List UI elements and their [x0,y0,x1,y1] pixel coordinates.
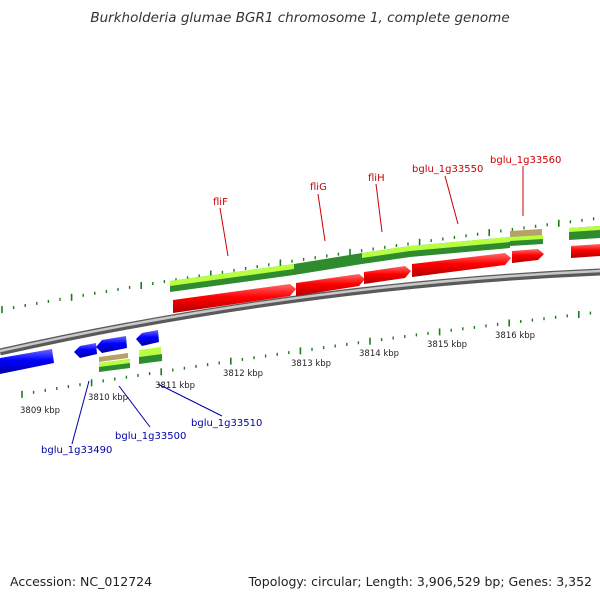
reverse-strand-ticks [21,311,592,398]
reverse-cds-track [0,330,159,374]
gene-bglu_1g33510-highlight [139,347,161,357]
cds-bglu_1g33490-arrow [74,343,97,358]
scale-label-3816: 3816 kbp [495,331,535,341]
leader-fliH [375,183,383,233]
cds-bglu_1g33500-arrow [96,336,127,353]
gene-label-bglu_1g33510[interactable]: bglu_1g33510 [191,418,262,429]
accession-label: Accession: NC_012724 [10,574,153,589]
reverse-gene-track [99,347,162,372]
scale-label-3812: 3812 kbp [223,369,263,379]
gene-label-fliF[interactable]: fliF [213,197,228,208]
leader-fliG [317,193,326,242]
forward-gene-labels: fliF fliG fliH bglu_1g33550 bglu_1g33560 [213,155,561,208]
gene-label-fliH[interactable]: fliH [368,173,385,184]
cds-fliG-arrow [296,274,365,296]
gene-fliH-highlight [362,246,410,258]
gene-fliG-track [294,253,362,275]
cds-next-arrow [571,244,600,258]
leader-bglu_1g33490 [71,380,90,445]
leader-fliF [219,207,229,257]
gene-label-bglu_1g33560[interactable]: bglu_1g33560 [490,155,561,166]
gene-fliF-highlight [170,264,294,286]
gene-label-bglu_1g33500[interactable]: bglu_1g33500 [115,431,186,442]
gene-bglu_1g33560-highlight [510,235,543,241]
topology-summary: Topology: circular; Length: 3,906,529 bp… [248,574,592,589]
gene-bglu_1g33500-highlight [99,359,130,367]
scale-label-3815: 3815 kbp [427,340,467,350]
scale-label-3811: 3811 kbp [155,381,195,391]
gene-bglu_1g33510-track [139,354,162,364]
scale-label-3814: 3814 kbp [359,349,399,359]
leader-bglu_1g33550 [444,175,459,225]
cds-left-arrow [0,349,54,374]
gene-bglu_1g33560-pseudo [510,229,542,237]
cds-bglu_1g33510-arrow [136,330,159,346]
cds-bglu_1g33560-arrow [512,249,544,263]
gene-label-fliG[interactable]: fliG [310,182,327,193]
gene-bglu_1g33500-pseudo [99,353,128,362]
gene-label-bglu_1g33550[interactable]: bglu_1g33550 [412,164,483,175]
reverse-gene-labels: bglu_1g33490 bglu_1g33500 bglu_1g33510 [41,418,262,456]
cds-fliF-arrow [173,284,296,313]
gene-next-highlight [569,226,600,232]
gene-bglu_1g33550-highlight [410,237,510,251]
scale-label-3813: 3813 kbp [291,359,331,369]
scale-label-3810: 3810 kbp [88,393,128,403]
scale-labels: 3809 kbp 3810 kbp 3811 kbp 3812 kbp 3813… [20,331,535,416]
cds-bglu_1g33550-arrow [412,253,511,277]
map-title: Burkholderia glumae BGR1 chromosome 1, c… [90,10,510,26]
leader-bglu_1g33500 [118,385,151,428]
label-leaders [71,166,524,445]
cds-fliH-arrow [364,266,411,284]
forward-gene-track [170,226,600,292]
forward-strand-ticks [1,217,595,314]
scale-label-3809: 3809 kbp [20,406,60,416]
leader-bglu_1g33510 [157,383,223,417]
forward-cds-track [173,244,600,313]
gene-label-bglu_1g33490[interactable]: bglu_1g33490 [41,445,112,456]
genome-backbone-highlight [0,269,600,353]
